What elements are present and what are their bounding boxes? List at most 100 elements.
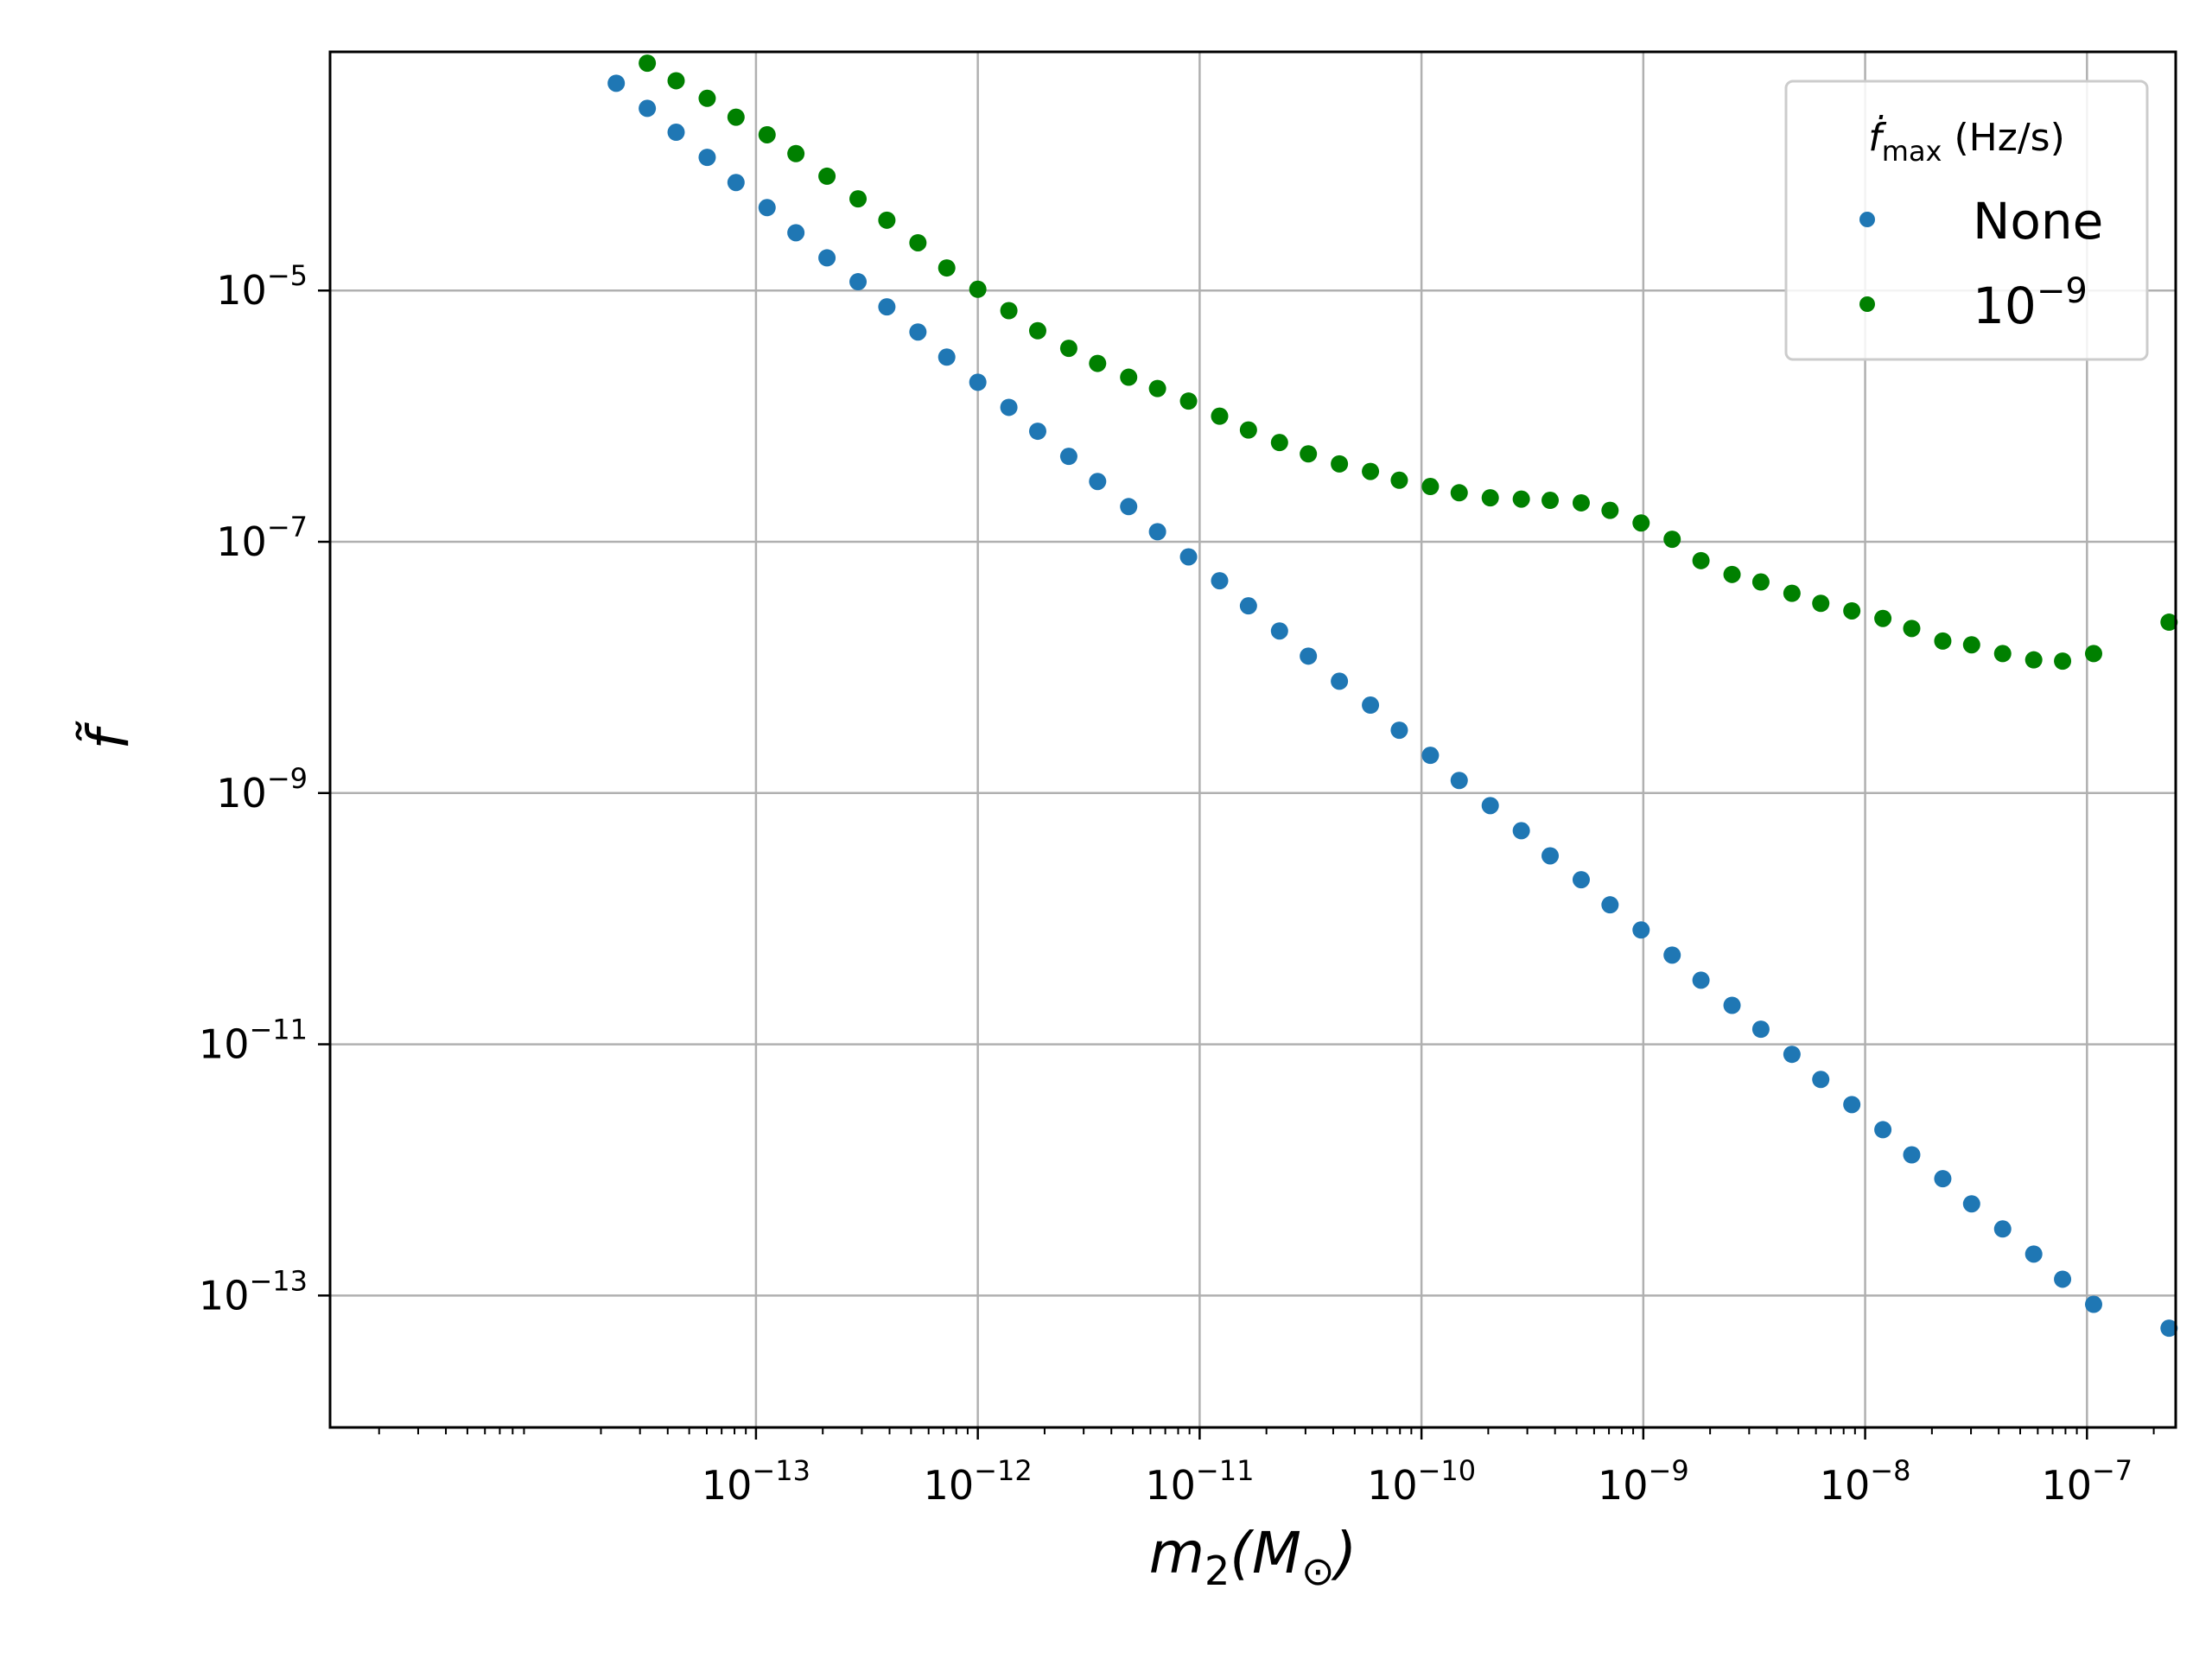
x-tick-base: 10 bbox=[702, 1462, 753, 1509]
plot-area-frame bbox=[328, 50, 2177, 1429]
legend-label-1e-9-sup: −9 bbox=[2037, 271, 2088, 311]
point-none bbox=[878, 298, 896, 316]
y-tick-base: 10 bbox=[216, 770, 267, 817]
point-1e-9 bbox=[2160, 613, 2178, 632]
point-1e-9 bbox=[938, 259, 956, 277]
point-1e-9 bbox=[1572, 493, 1590, 512]
point-1e-9 bbox=[1993, 645, 2012, 663]
point-1e-9 bbox=[1390, 471, 1408, 489]
point-none bbox=[1089, 473, 1107, 491]
point-1e-9 bbox=[849, 190, 868, 208]
x-tick-base: 10 bbox=[1820, 1462, 1871, 1509]
y-tick-label: 10−5 bbox=[216, 259, 308, 314]
point-none bbox=[2024, 1245, 2043, 1263]
y-tick-label: 10−13 bbox=[199, 1264, 308, 1319]
x-tick-label: 10−10 bbox=[1367, 1454, 1476, 1509]
point-1e-9 bbox=[1239, 421, 1257, 439]
point-1e-9 bbox=[1843, 601, 1861, 620]
point-1e-9 bbox=[1179, 392, 1198, 410]
legend-box bbox=[1784, 79, 2149, 361]
legend-title-sub: max bbox=[1882, 135, 1942, 168]
point-none bbox=[1390, 721, 1408, 740]
point-none bbox=[1993, 1220, 2012, 1238]
x-tick-label: 10−7 bbox=[2041, 1454, 2133, 1509]
point-1e-9 bbox=[1120, 368, 1138, 386]
point-none bbox=[969, 373, 987, 391]
x-tick-exponent: −12 bbox=[974, 1454, 1033, 1487]
point-none bbox=[758, 199, 776, 217]
point-none bbox=[1751, 1020, 1770, 1039]
point-none bbox=[1481, 797, 1499, 815]
point-none bbox=[1270, 622, 1288, 640]
x-tick-label: 10−13 bbox=[702, 1454, 810, 1509]
point-none bbox=[1362, 696, 1380, 715]
point-none bbox=[1239, 597, 1257, 615]
point-1e-9 bbox=[878, 211, 896, 229]
x-label-sub: 2 bbox=[1205, 1548, 1230, 1594]
point-1e-9 bbox=[1541, 492, 1560, 510]
point-1e-9 bbox=[1812, 594, 1830, 613]
point-1e-9 bbox=[1089, 354, 1107, 372]
x-label-close: ) bbox=[1331, 1520, 1357, 1586]
point-1e-9 bbox=[1632, 514, 1650, 532]
legend-label-1e-9: 10−9 bbox=[1973, 271, 2088, 335]
point-1e-9 bbox=[818, 167, 836, 185]
y-tick-base: 10 bbox=[199, 1021, 250, 1068]
x-label-rest: (M bbox=[1230, 1520, 1301, 1586]
y-tick-base: 10 bbox=[216, 267, 267, 314]
x-tick-base: 10 bbox=[924, 1462, 975, 1509]
point-none bbox=[2160, 1319, 2178, 1338]
y-tick-exponent: −11 bbox=[249, 1014, 308, 1046]
point-1e-9 bbox=[1934, 632, 1952, 650]
point-none bbox=[787, 224, 805, 242]
point-1e-9 bbox=[698, 89, 716, 107]
point-1e-9 bbox=[1028, 321, 1046, 340]
point-none bbox=[1331, 672, 1349, 690]
point-1e-9 bbox=[1000, 302, 1018, 320]
point-none bbox=[1421, 747, 1440, 765]
point-none bbox=[1663, 946, 1681, 964]
point-1e-9 bbox=[787, 144, 805, 162]
point-none bbox=[1148, 523, 1166, 541]
point-none bbox=[1512, 822, 1530, 840]
point-none bbox=[1059, 448, 1077, 466]
point-none bbox=[1120, 498, 1138, 516]
point-none bbox=[1843, 1096, 1861, 1114]
point-1e-9 bbox=[1723, 565, 1741, 583]
point-1e-9 bbox=[1421, 478, 1440, 496]
point-1e-9 bbox=[1450, 484, 1468, 502]
y-tick-exponent: −13 bbox=[249, 1264, 308, 1297]
point-1e-9 bbox=[1512, 490, 1530, 508]
point-1e-9 bbox=[1362, 462, 1380, 480]
point-1e-9 bbox=[1751, 573, 1770, 591]
y-tick-base: 10 bbox=[216, 518, 267, 565]
point-none bbox=[1874, 1121, 1892, 1139]
point-1e-9 bbox=[2054, 652, 2072, 671]
point-1e-9 bbox=[758, 125, 776, 143]
point-none bbox=[1934, 1170, 1952, 1188]
point-1e-9 bbox=[667, 72, 685, 90]
point-none bbox=[1572, 871, 1590, 889]
point-1e-9 bbox=[1874, 609, 1892, 627]
point-none bbox=[2054, 1270, 2072, 1288]
point-none bbox=[1000, 398, 1018, 416]
point-none bbox=[1783, 1046, 1801, 1064]
point-1e-9 bbox=[1962, 636, 1980, 654]
point-none bbox=[1211, 572, 1229, 590]
point-none bbox=[1300, 647, 1318, 665]
axis-ticks bbox=[318, 289, 2155, 1440]
x-axis-label: m2(M⊙) bbox=[1149, 1520, 1357, 1594]
point-none bbox=[1812, 1071, 1830, 1089]
x-tick-exponent: −11 bbox=[1196, 1454, 1255, 1487]
point-1e-9 bbox=[1331, 454, 1349, 473]
x-tick-base: 10 bbox=[1367, 1462, 1418, 1509]
y-tick-label: 10−11 bbox=[199, 1014, 308, 1068]
point-none bbox=[1450, 772, 1468, 790]
point-1e-9 bbox=[639, 54, 657, 73]
x-tick-base: 10 bbox=[1145, 1462, 1196, 1509]
x-tick-exponent: −9 bbox=[1649, 1454, 1689, 1487]
y-tick-base: 10 bbox=[199, 1272, 250, 1319]
point-none bbox=[1692, 971, 1710, 989]
